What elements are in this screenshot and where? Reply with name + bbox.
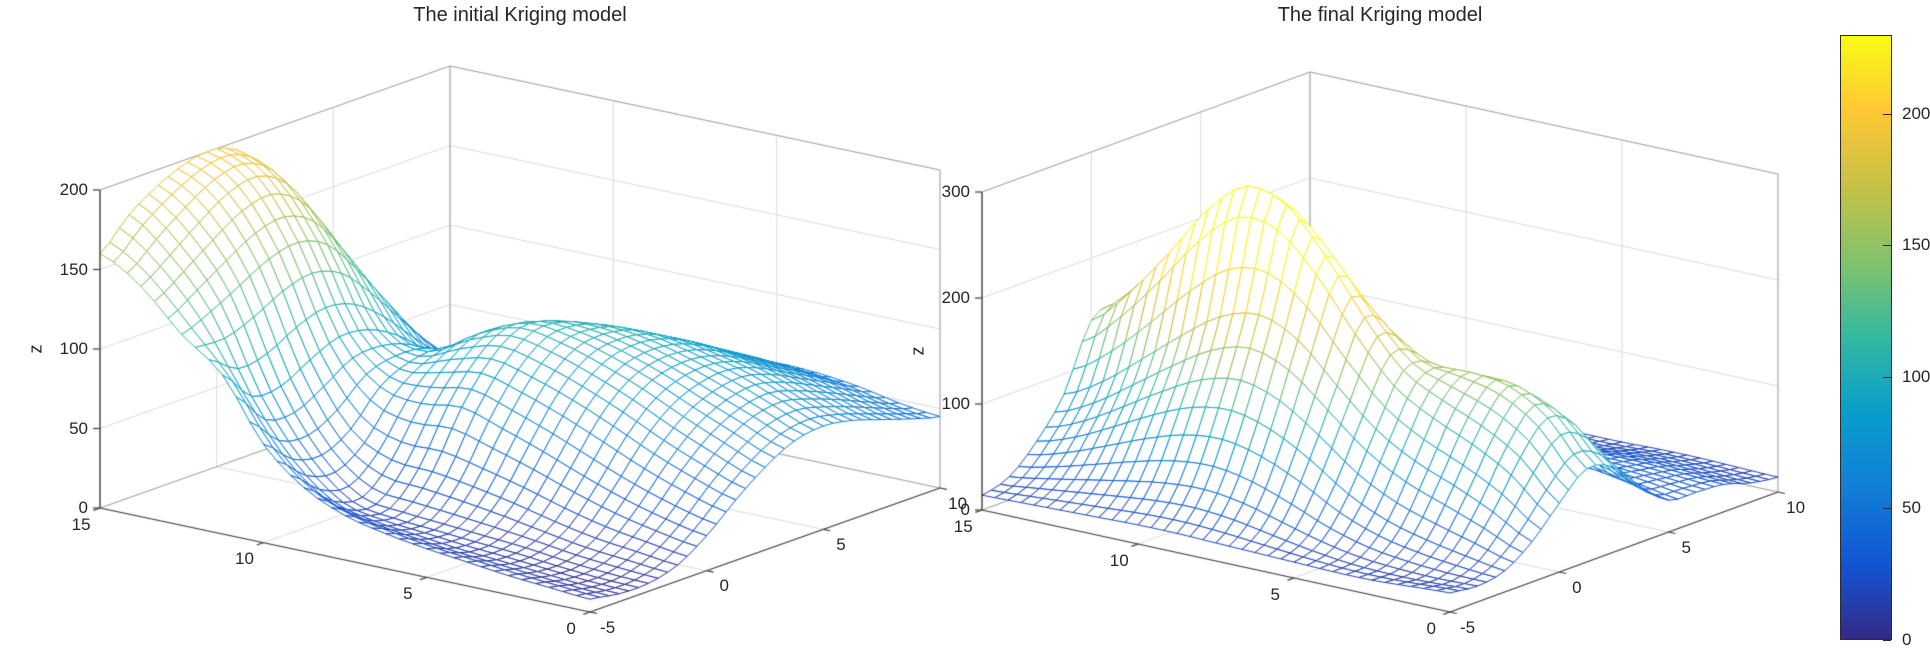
- z-tick-label: 200: [59, 180, 88, 199]
- plot1-title: The initial Kriging model: [413, 4, 627, 26]
- colorbar-tick-label: 200: [1902, 103, 1930, 123]
- y-tick-label: 5: [1270, 584, 1280, 604]
- colorbar-tick-label: 50: [1902, 498, 1921, 518]
- y-tick-label: 5: [403, 584, 413, 603]
- x-tick-label: -5: [1460, 617, 1476, 637]
- colorbar-tick-mark: [1883, 245, 1891, 247]
- colorbar-tick-mark: [1883, 508, 1891, 510]
- x-tick-label: 10: [948, 493, 968, 513]
- x-tick-label: 10: [1786, 497, 1806, 517]
- z-tick-label: 100: [941, 394, 970, 413]
- z-tick-label: 100: [59, 339, 88, 358]
- colorbar-tick-label: 150: [1902, 235, 1930, 255]
- colorbar-tick-label: 100: [1902, 366, 1930, 386]
- x-tick-label: 5: [1681, 537, 1691, 557]
- plot1-z-axis-label: z: [25, 344, 46, 354]
- y-tick-label: 0: [1426, 618, 1436, 638]
- colorbar-tick-mark: [1883, 113, 1891, 115]
- z-tick-label: 300: [941, 182, 970, 201]
- x-tick-label: 0: [719, 576, 729, 596]
- x-tick-label: 0: [1572, 577, 1582, 597]
- plot2-title: The final Kriging model: [1277, 4, 1483, 26]
- z-tick-label: 150: [59, 259, 88, 279]
- colorbar-gradient: [1841, 36, 1891, 639]
- plot2-z-axis-label: z: [907, 346, 928, 356]
- y-tick-label: 10: [1109, 550, 1129, 570]
- colorbar-tick-mark: [1883, 376, 1891, 378]
- z-tick-label: 0: [960, 500, 970, 519]
- colorbar-tick-mark: [1883, 640, 1891, 641]
- z-tick-label: 0: [78, 498, 88, 517]
- z-tick-label: 200: [941, 288, 970, 307]
- colorbar: [1840, 35, 1892, 640]
- y-tick-label: 15: [71, 514, 91, 534]
- y-tick-label: 15: [953, 516, 973, 536]
- y-tick-label: 0: [566, 618, 576, 638]
- y-tick-label: 10: [235, 549, 254, 569]
- colorbar-tick-label: 0: [1902, 630, 1912, 649]
- x-tick-label: 5: [836, 535, 846, 555]
- x-tick-label: -5: [600, 617, 616, 637]
- z-tick-label: 50: [69, 418, 88, 438]
